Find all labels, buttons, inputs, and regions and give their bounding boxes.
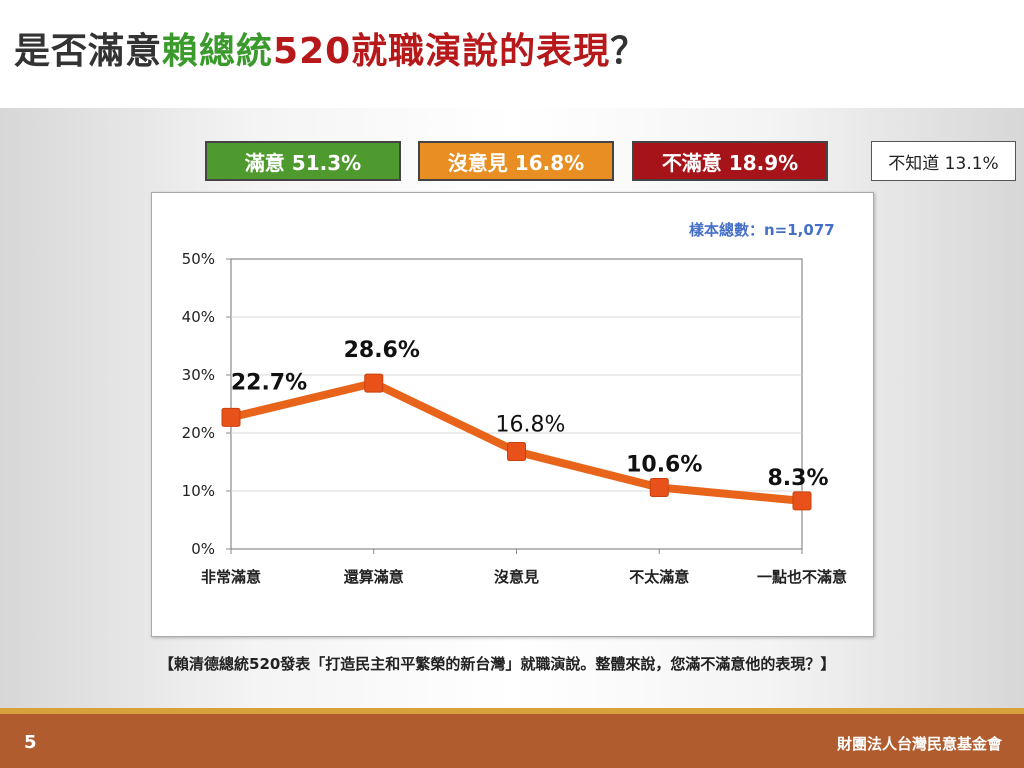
data-label: 8.3% [767,466,828,491]
data-label: 10.6% [626,453,702,478]
data-label: 22.7% [231,370,307,395]
plot-area-border [230,258,803,550]
summary-dont-know: 不知道 13.1% [871,141,1016,181]
x-tick-label: 非常滿意 [201,568,261,586]
organization-name: 財團法人台灣民意基金會 [836,735,1002,753]
page-title: 是否滿意賴總統520就職演說的表現？ [14,22,647,74]
data-point [364,373,384,393]
y-tick-label: 10% [182,482,215,500]
y-tick-label: 0% [191,540,215,558]
y-tick-label: 40% [182,308,215,326]
summary-satisfied: 滿意 51.3% [205,141,401,181]
summary-neutral: 沒意見 16.8% [418,141,614,181]
x-tick-label: 沒意見 [494,568,539,586]
data-point [792,491,812,511]
survey-question: 【賴清德總統520發表「打造民主和平繁榮的新台灣」就職演說。整體來說，您滿不滿意… [159,655,836,673]
title-part-4: ？ [610,31,648,72]
series-line [227,379,806,505]
data-point [507,442,526,462]
y-tick-label: 20% [182,424,215,442]
data-label: 28.6% [344,338,420,363]
chart-frame [151,192,874,637]
title-part-3: 520就職演說的表現 [273,31,611,72]
sample-size: 樣本總數：n=1,077 [689,221,835,239]
data-label: 16.8% [496,413,566,438]
footer-bar [0,708,1024,768]
y-tick-label: 30% [182,366,215,384]
data-point [649,478,669,498]
title-part-1: 是否滿意 [14,31,163,72]
summary-unsatisfied: 不滿意 18.9% [632,141,828,181]
title-part-2: 賴總統 [162,31,274,72]
y-tick-label: 50% [182,250,215,268]
page-number: 5 [24,732,37,753]
data-point [221,407,241,427]
x-tick-label: 不太滿意 [629,568,689,586]
x-tick-label: 一點也不滿意 [757,568,847,586]
x-tick-label: 還算滿意 [344,568,404,586]
